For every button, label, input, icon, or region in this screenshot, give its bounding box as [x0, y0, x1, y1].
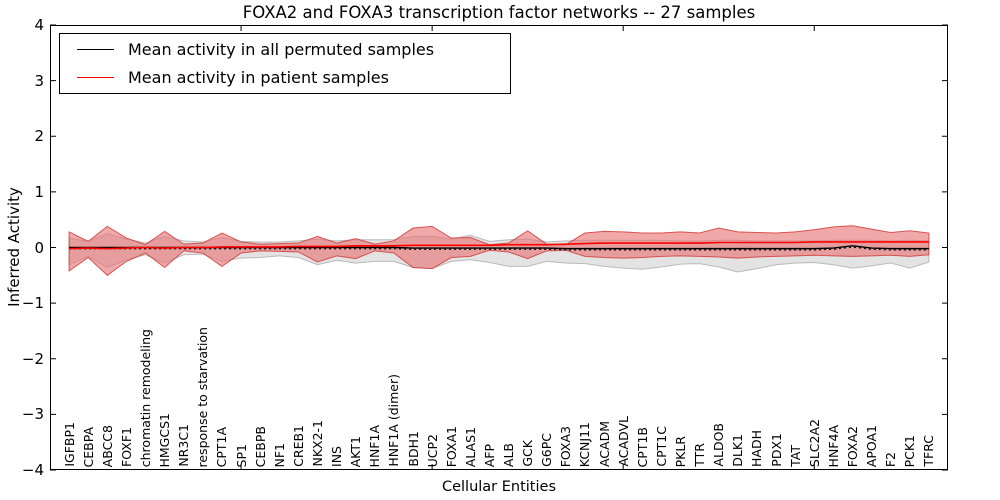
y-tick-label: 0 [34, 238, 44, 257]
y-tick-label: −4 [21, 461, 44, 479]
x-tick-label: HNF4A [825, 424, 841, 467]
x-axis-label: Cellular Entities [441, 479, 557, 495]
x-tick-label: INS [329, 446, 345, 467]
x-tick-label: FOXF1 [118, 427, 134, 467]
y-tick-label: 1 [34, 182, 44, 201]
chart-title: FOXA2 and FOXA3 transcription factor net… [242, 3, 756, 22]
y-tick-label: −3 [21, 405, 44, 424]
x-tick-label: CPT1C [653, 426, 669, 467]
x-tick-label: UCP2 [424, 433, 440, 467]
x-tick-label: ACADM [596, 420, 612, 467]
x-tick-label: TAT [787, 445, 803, 467]
x-tick-label: response to starvation [195, 326, 211, 468]
x-tick-label: APOA1 [864, 424, 880, 467]
y-tick-label: 4 [34, 16, 44, 34]
y-tick-label: −1 [21, 294, 44, 313]
x-tick-label: BDH1 [405, 431, 421, 467]
x-tick-label: AKT1 [348, 435, 364, 467]
x-tick-label: NR3C1 [176, 424, 192, 467]
x-tick-label: ACADVL [615, 416, 631, 467]
x-tick-label: AFP [481, 443, 497, 467]
x-tick-label: CREB1 [290, 425, 306, 467]
x-tick-label: CEBPB [252, 425, 268, 467]
patient-mean-line [69, 241, 929, 250]
x-tick-label: PKLR [673, 435, 688, 467]
x-tick-label: CPT1B [634, 426, 650, 467]
x-tick-label: ABCC8 [99, 424, 115, 467]
x-tick-label: FOXA2 [844, 425, 860, 467]
legend-line-sample-patient [77, 77, 114, 79]
x-tick-label: SP1 [233, 443, 249, 467]
legend-entry-patient: Mean activity in patient samples [60, 65, 510, 91]
x-tick-label: KCNJ11 [577, 421, 593, 467]
legend-line-sample-permuted [77, 48, 114, 50]
y-tick-label: 2 [34, 127, 44, 146]
x-tick-label: SLC2A2 [806, 418, 822, 467]
patient-std-band [68, 225, 930, 276]
x-tick-label: FOXA1 [443, 425, 459, 467]
x-tick-label: CPT1A [214, 426, 230, 467]
x-tick-label: CEBPA [80, 426, 96, 468]
x-tick-label: HADH [749, 430, 765, 467]
legend-label-patient: Mean activity in patient samples [128, 68, 389, 88]
y-tick-label: −2 [21, 349, 44, 368]
x-tick-label: ALDOB [711, 423, 727, 467]
x-tick-label: TFRC [921, 435, 937, 467]
legend-label-permuted: Mean activity in all permuted samples [128, 39, 435, 59]
x-tick-label: chromatin remodeling [138, 328, 154, 467]
permuted-mean-line-dashed [69, 246, 929, 251]
x-tick-label: HNF1A [367, 424, 383, 467]
x-tick-label: G6PC [539, 433, 555, 467]
x-tick-label: HMGCS1 [157, 412, 173, 468]
x-tick-label: PCK1 [902, 434, 918, 467]
x-tick-label: DLK1 [730, 434, 746, 467]
x-tick-label: HNF1A (dimer) [386, 374, 402, 467]
x-tick-label: NKX2-1 [309, 420, 325, 467]
x-tick-label: NF1 [271, 442, 287, 468]
x-tick-label: GCK [520, 440, 536, 467]
x-tick-label: TTR [692, 443, 708, 467]
x-tick-label: F2 [883, 451, 899, 467]
y-tick-label: 3 [34, 71, 44, 90]
x-tick-label: ALB [501, 442, 517, 467]
legend: Mean activity in all permuted samples Me… [59, 33, 511, 94]
x-tick-label: IGFBP1 [61, 422, 77, 467]
legend-entry-permuted: Mean activity in all permuted samples [60, 36, 510, 62]
x-tick-label: PDX1 [768, 433, 784, 467]
x-tick-label: FOXA3 [558, 425, 574, 467]
x-tick-label: ALAS1 [462, 426, 478, 467]
